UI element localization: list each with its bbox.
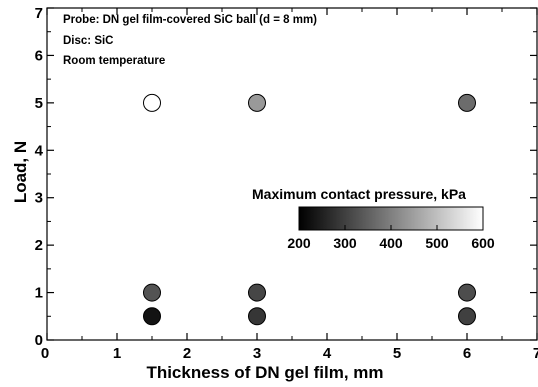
colorbar-tick-label: 400 [379,235,403,251]
y-axis-title: Load, N [11,141,30,203]
data-point [143,283,161,302]
y-tick-label: 5 [35,95,43,112]
data-point [458,307,476,326]
colorbar: Maximum contact pressure, kPa 200 300 400 5… [252,186,495,251]
x-tick-label: 3 [253,345,261,362]
colorbar-tick-label: 300 [333,235,357,251]
y-tick-label: 2 [35,237,43,254]
y-tick-label: 1 [35,285,43,302]
data-point [143,307,161,326]
x-tick-label: 7 [533,345,538,362]
x-tick-label: 5 [393,345,401,362]
colorbar-tick-label: 600 [471,235,495,251]
y-tick-label: 0 [35,332,43,349]
y-tick-label: 7 [35,5,43,22]
colorbar-ticks: 200 300 400 500 600 [287,225,495,251]
data-point [248,283,266,302]
axes-layer: 0 1 2 3 4 5 6 7 0 1 2 3 4 5 6 7 [35,5,538,362]
x-tick-label: 0 [41,345,49,362]
y-tick-label: 3 [35,190,43,207]
data-point [458,93,476,112]
colorbar-tick-label: 500 [425,235,449,251]
data-point [248,307,266,326]
points-layer [143,93,476,326]
annotation-block: Probe: DN gel film-covered SiC ball (d =… [63,14,317,67]
annotation-temperature: Room temperature [63,55,165,67]
colorbar-title: Maximum contact pressure, kPa [252,186,466,202]
x-tick-label: 6 [463,345,471,362]
data-point [143,93,161,112]
x-tick-label: 1 [113,345,121,362]
data-point [248,93,266,112]
colorbar-tick-label: 200 [287,235,311,251]
y-tick-label: 4 [35,142,44,159]
data-point [458,283,476,302]
x-axis-title: Thickness of DN gel film, mm [146,363,383,382]
x-tick-label: 4 [323,345,332,362]
annotation-disc: Disc: SiC [63,35,114,47]
x-tick-label: 2 [183,345,191,362]
y-tick-label: 6 [35,47,43,64]
annotation-probe: Probe: DN gel film-covered SiC ball (d =… [63,14,317,26]
